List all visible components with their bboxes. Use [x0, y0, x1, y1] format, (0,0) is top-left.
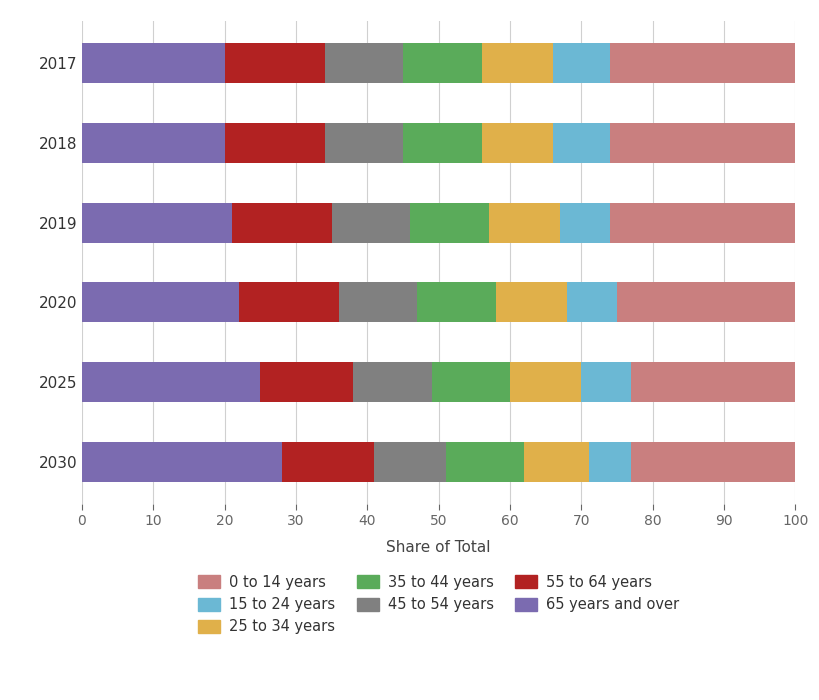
Bar: [509, 363, 581, 402]
Bar: [410, 202, 488, 242]
Bar: [374, 442, 446, 482]
Bar: [523, 442, 588, 482]
Bar: [609, 122, 794, 162]
Bar: [82, 122, 224, 162]
Bar: [581, 363, 631, 402]
Bar: [324, 43, 403, 83]
Bar: [224, 43, 324, 83]
Bar: [616, 283, 794, 323]
Bar: [609, 202, 794, 242]
Bar: [82, 283, 238, 323]
Bar: [588, 442, 631, 482]
Bar: [238, 283, 338, 323]
Bar: [559, 202, 609, 242]
Bar: [609, 43, 794, 83]
Bar: [82, 43, 224, 83]
Bar: [446, 442, 523, 482]
Bar: [495, 283, 567, 323]
X-axis label: Share of Total: Share of Total: [386, 540, 491, 554]
Legend: 0 to 14 years, 15 to 24 years, 25 to 34 years, 35 to 44 years, 45 to 54 years, 5: 0 to 14 years, 15 to 24 years, 25 to 34 …: [191, 568, 686, 642]
Bar: [417, 283, 495, 323]
Bar: [82, 442, 282, 482]
Bar: [232, 202, 331, 242]
Bar: [631, 363, 794, 402]
Bar: [403, 43, 481, 83]
Bar: [331, 202, 410, 242]
Bar: [338, 283, 417, 323]
Bar: [481, 43, 552, 83]
Bar: [324, 122, 403, 162]
Bar: [353, 363, 431, 402]
Bar: [552, 43, 609, 83]
Bar: [224, 122, 324, 162]
Bar: [567, 283, 616, 323]
Bar: [631, 442, 794, 482]
Bar: [552, 122, 609, 162]
Bar: [82, 363, 260, 402]
Bar: [403, 122, 481, 162]
Bar: [260, 363, 353, 402]
Bar: [481, 122, 552, 162]
Bar: [431, 363, 509, 402]
Bar: [82, 202, 232, 242]
Bar: [488, 202, 559, 242]
Bar: [282, 442, 374, 482]
